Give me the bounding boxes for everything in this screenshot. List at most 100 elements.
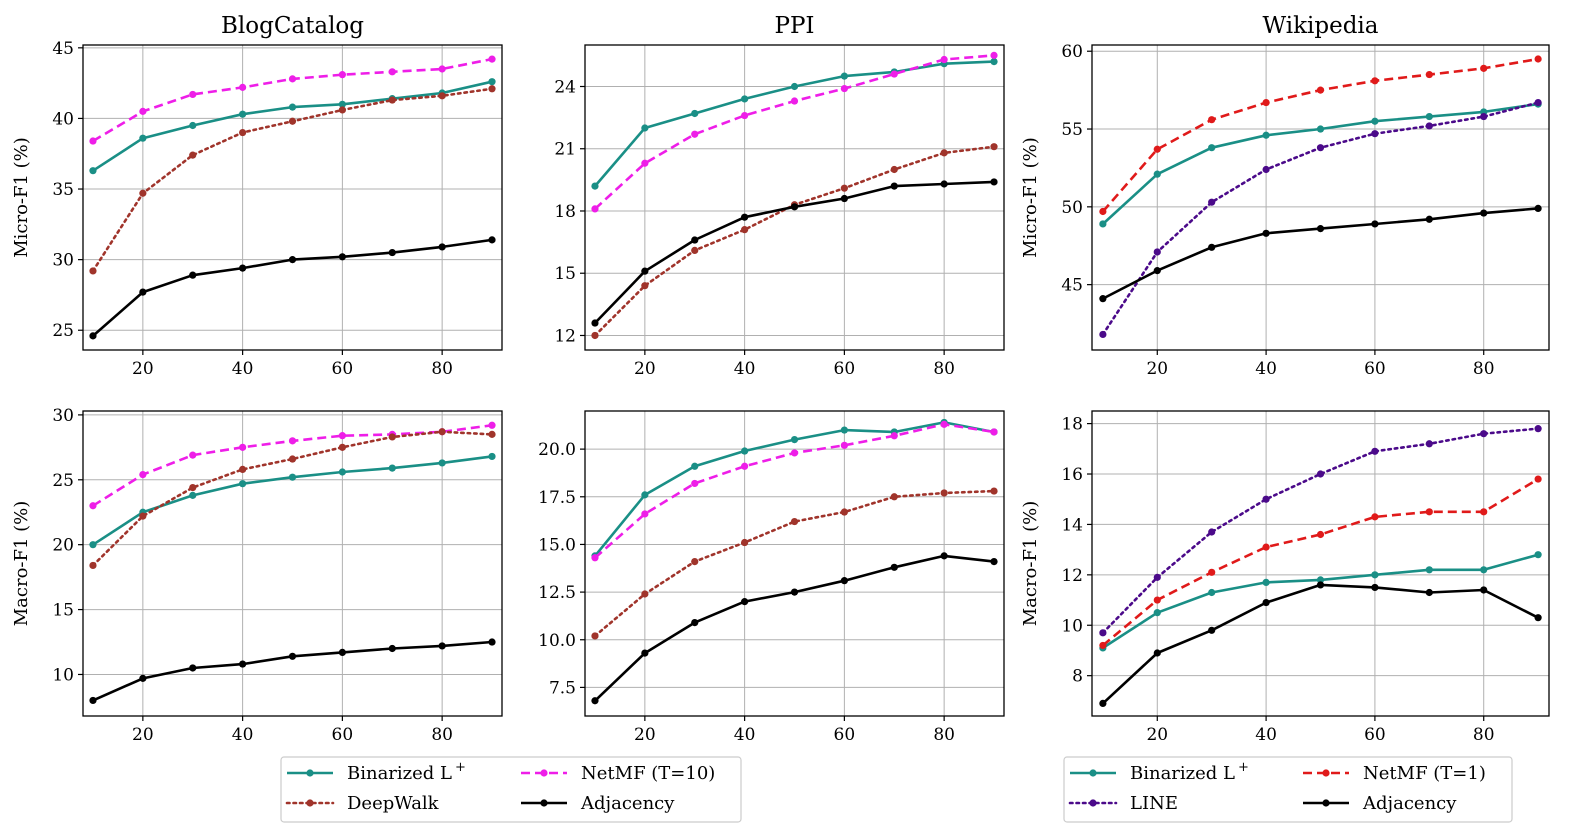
y-tick-label: 24 — [554, 77, 576, 97]
data-point-binarized — [239, 480, 247, 488]
chart-panel-6: 20 40 60 80 8 10 12 14 16 18 Macro-F1 (%) — [1020, 410, 1550, 745]
x-tick-label: 60 — [1364, 359, 1386, 379]
y-tick-label: 17.5 — [538, 488, 576, 508]
data-point-binarized — [741, 447, 749, 455]
x-tick-label: 20 — [132, 725, 154, 745]
data-point-binarized — [89, 167, 97, 175]
data-point-netmf10 — [741, 111, 749, 120]
y-tick-label: 21 — [554, 140, 576, 160]
data-point-adjacency — [89, 332, 97, 340]
data-point-netmf10 — [890, 432, 898, 440]
x-tick-label: 60 — [332, 725, 354, 745]
y-tick-label: 16 — [1061, 465, 1083, 485]
series-line-deepwalk — [593, 145, 996, 337]
y-tick-label: 15 — [554, 264, 576, 284]
data-point-netmf1 — [1425, 508, 1433, 516]
data-point-netmf10 — [790, 97, 799, 105]
data-point-binarized — [1480, 566, 1488, 574]
series-line-binarized — [594, 60, 995, 187]
data-point-adjacency — [890, 182, 898, 190]
x-tick-label: 60 — [834, 359, 856, 379]
x-tick-label: 40 — [1255, 725, 1277, 745]
data-point-adjacency — [139, 288, 147, 296]
data-point-adjacency — [288, 652, 297, 660]
data-point-binarized — [438, 459, 446, 467]
data-point-binarized — [741, 95, 749, 103]
data-point-deepwalk — [990, 487, 998, 495]
data-point-binarized — [790, 82, 799, 91]
data-point-adjacency — [239, 264, 247, 272]
legend-marker-line — [1089, 799, 1097, 807]
legend-label: Binarized L + — [1130, 760, 1249, 784]
data-point-netmf1 — [1153, 596, 1161, 604]
y-tick-label: 20 — [52, 536, 74, 556]
data-point-line — [1208, 528, 1216, 536]
data-point-line — [1480, 112, 1488, 121]
data-point-adjacency — [840, 194, 848, 203]
data-point-deepwalk — [488, 430, 496, 438]
data-point-deepwalk — [840, 508, 848, 516]
y-tick-label: 15.0 — [538, 535, 576, 555]
data-point-adjacency — [591, 697, 599, 705]
data-point-deepwalk — [189, 483, 197, 492]
data-point-netmf10 — [288, 75, 297, 83]
data-point-adjacency — [438, 642, 446, 650]
data-point-binarized — [288, 473, 297, 481]
legend-left: Binarized L + NetMF (T=10) DeepWalk Adjacenc… — [280, 756, 742, 823]
x-tick-label: 80 — [431, 725, 453, 745]
data-point-adjacency — [741, 213, 749, 221]
data-point-adjacency — [840, 577, 848, 585]
panel-title: Wikipedia — [1262, 13, 1378, 39]
data-point-netmf1 — [1316, 530, 1325, 539]
legend-marker-adjacency — [1322, 799, 1330, 807]
data-point-adjacency — [940, 180, 948, 188]
data-point-netmf10 — [691, 479, 699, 488]
x-tick-label: 40 — [232, 359, 254, 379]
y-tick-label: 15 — [52, 601, 74, 621]
data-point-netmf10 — [189, 90, 197, 99]
data-point-adjacency — [1153, 267, 1161, 275]
data-point-deepwalk — [840, 184, 848, 192]
data-point-adjacency — [691, 618, 699, 627]
data-point-netmf1 — [1316, 86, 1325, 94]
data-point-adjacency — [890, 563, 898, 571]
data-point-adjacency — [790, 203, 799, 211]
y-axis-label: Macro-F1 (%) — [1020, 501, 1041, 627]
data-point-line — [1316, 144, 1325, 152]
data-point-netmf10 — [990, 51, 998, 59]
data-point-deepwalk — [89, 267, 97, 275]
data-point-adjacency — [288, 256, 297, 264]
data-point-deepwalk — [641, 590, 649, 598]
data-point-adjacency — [990, 178, 998, 186]
data-point-binarized — [1371, 571, 1379, 579]
y-tick-label: 45 — [52, 39, 74, 59]
data-point-deepwalk — [338, 106, 346, 114]
data-point-deepwalk — [239, 128, 247, 137]
series-line-deepwalk — [593, 489, 996, 638]
data-point-adjacency — [1371, 583, 1379, 592]
data-point-netmf10 — [239, 83, 247, 91]
data-point-binarized — [1208, 588, 1216, 597]
x-tick-label: 80 — [1473, 725, 1495, 745]
data-point-binarized — [89, 541, 97, 549]
y-tick-label: 35 — [52, 180, 74, 200]
data-point-line — [1208, 198, 1216, 206]
chart-panel-4: 20 40 60 80 10 15 20 25 30 Macro-F1 (%) — [11, 406, 503, 745]
data-point-line — [1371, 447, 1379, 455]
data-point-line — [1099, 629, 1107, 637]
data-point-deepwalk — [890, 493, 898, 501]
data-point-netmf10 — [388, 68, 396, 76]
legend-marker-binarized — [306, 769, 314, 777]
series-line-netmf1 — [1101, 57, 1539, 213]
data-point-binarized — [388, 464, 396, 472]
x-tick-label: 80 — [431, 359, 453, 379]
data-point-adjacency — [1425, 215, 1433, 223]
data-point-deepwalk — [89, 561, 97, 570]
data-point-deepwalk — [139, 189, 147, 197]
data-point-adjacency — [189, 271, 197, 279]
panel-title: BlogCatalog — [221, 13, 364, 39]
data-point-line — [1425, 440, 1433, 448]
data-point-binarized — [990, 57, 998, 66]
data-point-binarized — [338, 100, 346, 108]
data-point-adjacency — [641, 649, 649, 657]
